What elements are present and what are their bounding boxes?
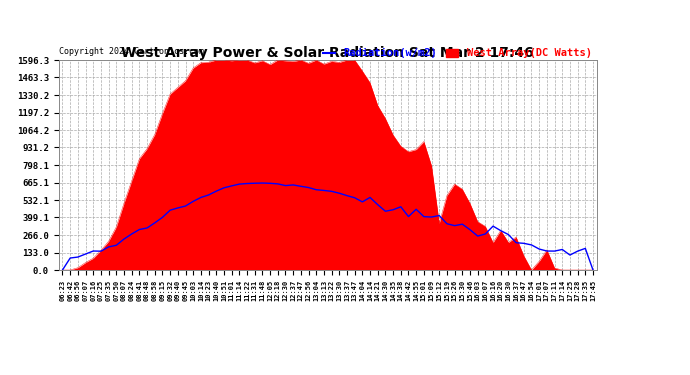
Text: Copyright 2024 Cartronics.com: Copyright 2024 Cartronics.com (59, 47, 204, 56)
Title: West Array Power & Solar Radiation Sat Mar 2 17:46: West Array Power & Solar Radiation Sat M… (121, 46, 534, 60)
Legend: Radiation(w/m2), West Array(DC Watts): Radiation(w/m2), West Array(DC Watts) (323, 48, 591, 58)
